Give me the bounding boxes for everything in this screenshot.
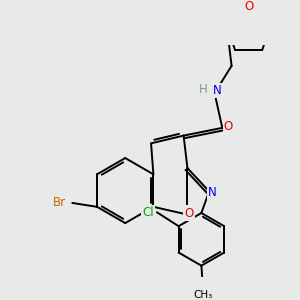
Text: N: N <box>208 186 217 200</box>
Text: Br: Br <box>53 196 66 209</box>
Text: O: O <box>184 206 194 220</box>
Text: Cl: Cl <box>142 206 154 219</box>
Text: O: O <box>244 0 253 13</box>
Text: N: N <box>213 84 222 97</box>
Text: O: O <box>224 120 233 133</box>
Text: H: H <box>199 83 208 96</box>
Text: CH₃: CH₃ <box>193 290 213 300</box>
